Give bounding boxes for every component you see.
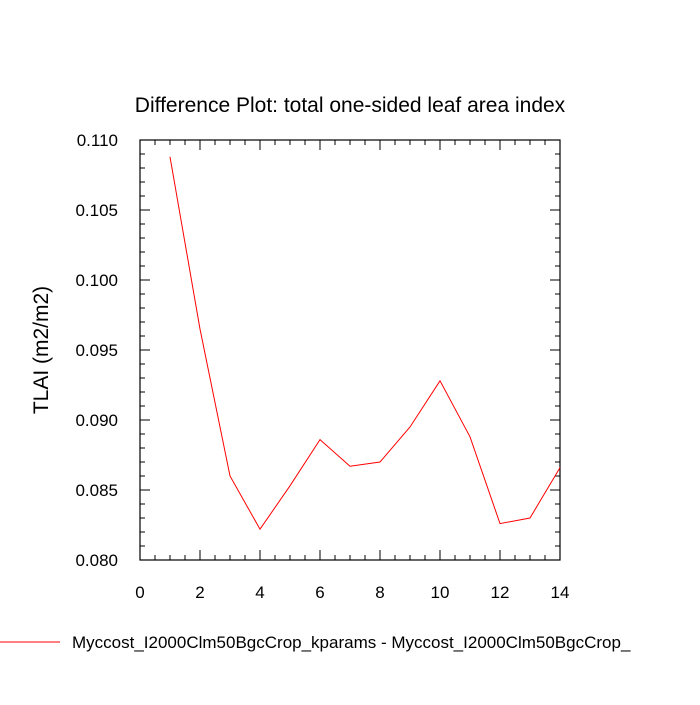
y-tick-label: 0.095	[75, 341, 118, 360]
x-tick-label: 4	[255, 583, 264, 602]
y-tick-label: 0.080	[75, 551, 118, 570]
x-tick-label: 8	[375, 583, 384, 602]
tick-labels: 0 2 4 6 8 10 12 14 0.080 0.085 0.090 0.095 0.100 0.10…	[75, 131, 569, 602]
x-tick-label: 0	[135, 583, 144, 602]
y-tick-label: 0.085	[75, 481, 118, 500]
legend: Myccost_I2000Clm50BgcCrop_kparams - Mycc…	[0, 633, 631, 652]
x-tick-label: 6	[315, 583, 324, 602]
legend-entry: Myccost_I2000Clm50BgcCrop_kparams - Mycc…	[72, 633, 631, 652]
y-tick-label: 0.110	[77, 131, 118, 150]
plot-frame	[139, 139, 561, 561]
axis-ticks	[139, 139, 561, 561]
x-tick-label: 12	[491, 583, 510, 602]
x-tick-label: 10	[431, 583, 450, 602]
series-layer	[169, 156, 561, 531]
y-tick-label: 0.100	[75, 271, 118, 290]
y-tick-label: 0.105	[75, 201, 118, 220]
x-tick-label: 14	[551, 583, 570, 602]
chart-title: Difference Plot: total one-sided leaf ar…	[135, 94, 566, 117]
y-tick-label: 0.090	[75, 411, 118, 430]
y-axis-label: TLAI (m2/m2)	[30, 286, 53, 414]
x-tick-label: 2	[195, 583, 204, 602]
series-line	[169, 156, 561, 531]
